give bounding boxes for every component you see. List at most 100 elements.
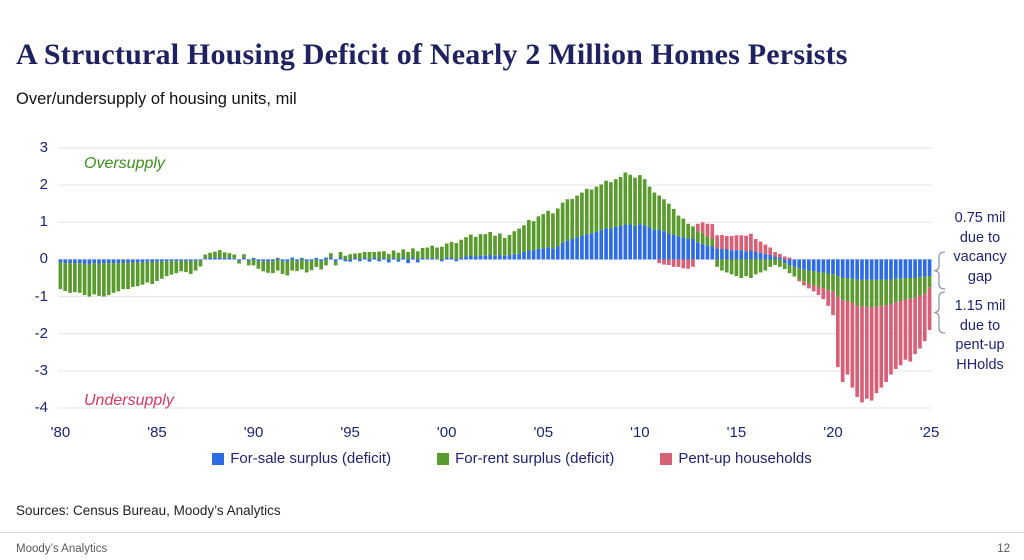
bar-segment: [633, 177, 637, 226]
bar-segment: [280, 259, 285, 262]
bar-segment: [295, 259, 299, 262]
bar-segment: [541, 248, 546, 260]
bar-segment: [797, 268, 802, 280]
bar-segment: [652, 192, 657, 230]
bar-segment: [251, 257, 256, 260]
bar-segment: [440, 259, 444, 262]
footer-divider: [0, 532, 1024, 533]
bar-segment: [208, 252, 212, 258]
bar-segment: [787, 259, 792, 265]
bar-segment: [913, 297, 917, 355]
bar-segment: [150, 259, 154, 263]
bar-segment: [135, 259, 140, 263]
bar-segment: [768, 247, 773, 255]
bar-segment: [526, 250, 531, 260]
x-tick-label: '20: [823, 424, 843, 441]
bar-segment: [710, 246, 715, 260]
bar-segment: [314, 259, 319, 267]
annotation-braces: [933, 251, 946, 334]
bar-segment: [454, 243, 459, 260]
bar-segment: [87, 263, 92, 297]
bar-segment: [715, 235, 719, 249]
bar-segment: [222, 257, 227, 260]
bar-segment: [922, 259, 927, 277]
bar-segment: [792, 266, 797, 277]
bar-segment: [357, 259, 362, 262]
bar-segment: [758, 241, 763, 253]
bar-segment: [87, 259, 92, 264]
bar-segment: [102, 259, 106, 264]
bar-segment: [671, 234, 676, 260]
bar-segment: [382, 251, 386, 258]
bar-segment: [836, 296, 840, 368]
bar-segment: [73, 259, 77, 264]
bar-segment: [836, 259, 840, 277]
x-tick-label: '25: [919, 424, 940, 441]
bar-segment: [478, 234, 483, 256]
bar-segment: [691, 239, 695, 260]
bar-segment: [691, 226, 695, 239]
bar-segment: [367, 252, 372, 260]
bar-segment: [116, 263, 121, 292]
bar-segment: [831, 259, 835, 275]
bar-segment: [570, 198, 575, 239]
bar-segment: [580, 192, 584, 236]
bar-segment: [715, 259, 719, 267]
bar-segment: [237, 259, 241, 261]
bar-segment: [604, 228, 608, 260]
bar-segment: [807, 259, 811, 271]
bar-segment: [898, 259, 903, 279]
bar-segment: [758, 259, 763, 273]
bar-segment: [705, 223, 710, 237]
bar-segment: [256, 261, 261, 269]
bar-segment: [454, 259, 459, 262]
bar-segment: [618, 176, 623, 226]
bar-segment: [797, 279, 802, 282]
bar-segment: [159, 259, 164, 262]
bar-segment: [541, 214, 546, 249]
bar-segment: [353, 253, 357, 258]
pentup-hholds-note: 1.15 mil due to pent-up HHolds: [954, 298, 1006, 373]
bar-segment: [739, 250, 744, 260]
bar-segment: [459, 239, 464, 258]
page-title: A Structural Housing Deficit of Nearly 2…: [16, 38, 848, 71]
bar-segment: [686, 223, 690, 239]
bar-segment: [860, 306, 864, 403]
bar-segment: [575, 237, 579, 260]
bar-segment: [623, 172, 628, 225]
bar-segment: [628, 224, 633, 260]
bar-segment: [594, 186, 599, 232]
bar-segment: [435, 258, 439, 260]
bar-segment: [802, 281, 806, 286]
bar-segment: [840, 300, 845, 382]
bar-segment: [908, 278, 913, 299]
bar-segment: [159, 261, 164, 279]
x-tick-label: '10: [630, 424, 650, 441]
bar-segment: [430, 245, 435, 258]
bar-segment: [662, 231, 666, 260]
bar-segment: [724, 259, 729, 273]
chart-subtitle: Over/undersupply of housing units, mil: [16, 90, 297, 108]
bar-segment: [884, 305, 888, 382]
bar-segment: [82, 263, 87, 296]
bar-segment: [734, 259, 739, 277]
bar-segment: [695, 223, 700, 232]
bar-segment: [657, 195, 662, 230]
bar-segment: [874, 279, 879, 307]
bar-segment: [227, 253, 232, 258]
bar-segment: [927, 259, 932, 277]
bar-segment: [855, 279, 859, 306]
bar-segment: [309, 259, 314, 261]
bar-segment: [647, 227, 652, 260]
undersupply-label: Undersupply: [84, 392, 174, 409]
x-tick-label: '00: [436, 424, 457, 441]
bar-segment: [874, 259, 879, 280]
bar-segment: [903, 278, 908, 300]
bar-segment: [879, 279, 884, 306]
bar-segment: [773, 256, 777, 260]
bar-segment: [802, 269, 806, 282]
bar-segment: [642, 179, 647, 226]
bar-segment: [333, 261, 338, 266]
bar-segment: [609, 182, 613, 229]
bar-segment: [386, 259, 391, 263]
